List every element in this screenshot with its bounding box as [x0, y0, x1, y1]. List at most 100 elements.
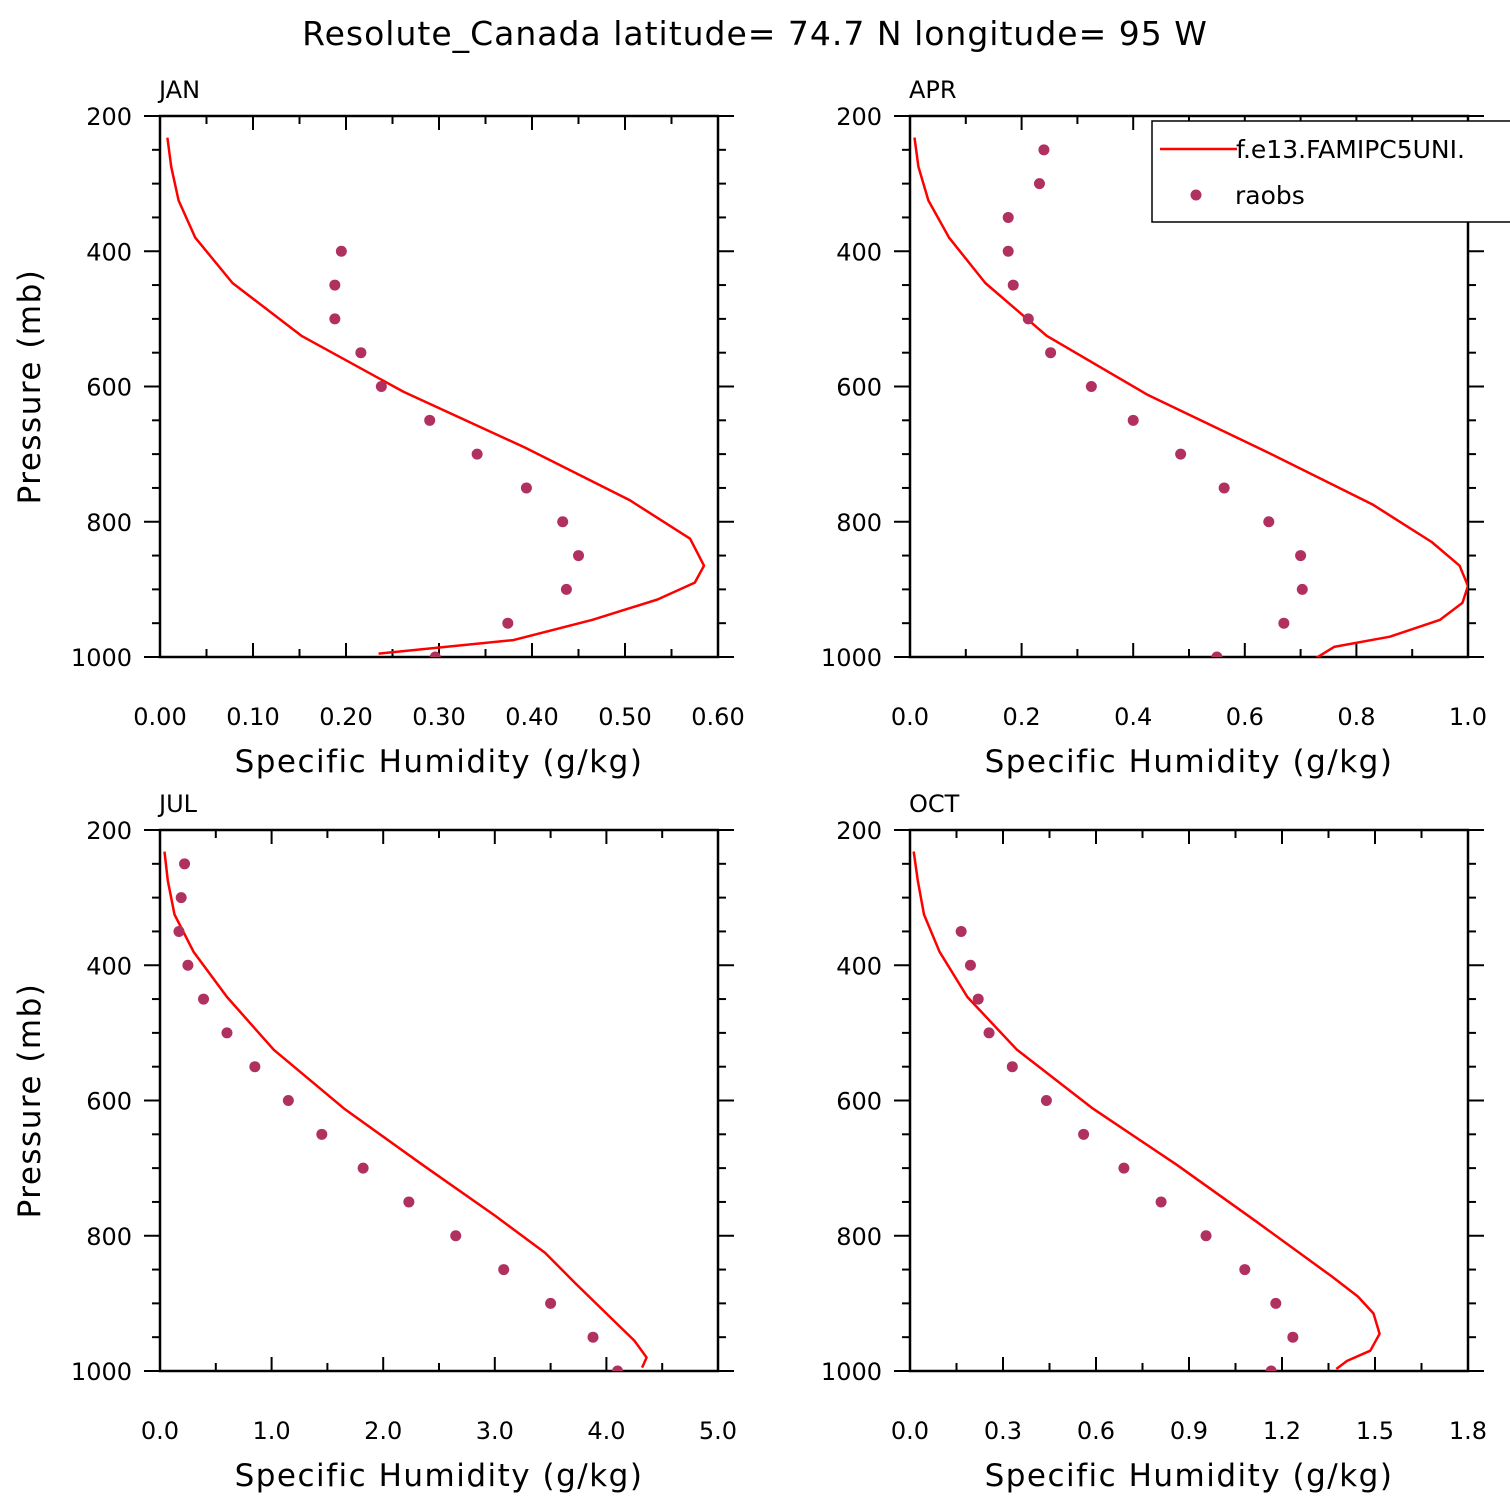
- legend: f.e13.FAMIPC5UNI. raobs: [1151, 120, 1510, 223]
- x-tick-label: 0.60: [691, 703, 744, 731]
- y-tick-label: 600: [836, 1088, 882, 1116]
- y-tick-label: 1000: [821, 1358, 882, 1386]
- raobs-point: [1278, 617, 1290, 629]
- x-tick-label: 1.2: [1263, 1417, 1301, 1445]
- raobs-point: [329, 279, 341, 291]
- x-tick-label: 0.0: [141, 1417, 179, 1445]
- figure-title: Resolute_Canada latitude= 74.7 N longitu…: [302, 14, 1208, 53]
- y-tick-label: 200: [86, 103, 132, 131]
- y-tick-label: 400: [86, 952, 132, 980]
- x-tick-label: 0.00: [133, 703, 186, 731]
- raobs-point: [1263, 516, 1275, 528]
- x-tick-label: 0.6: [1077, 1417, 1115, 1445]
- raobs-point: [520, 482, 532, 494]
- plot-frame: [158, 114, 720, 659]
- y-tick-label: 800: [86, 509, 132, 537]
- legend-box: [1151, 120, 1510, 223]
- raobs-point: [1007, 279, 1019, 291]
- raobs-point: [498, 1264, 510, 1276]
- raobs-point: [1127, 414, 1139, 426]
- raobs-point: [179, 858, 191, 870]
- raobs-point: [612, 1365, 624, 1371]
- y-tick-label: 400: [86, 238, 132, 266]
- x-tick-label: 0.50: [598, 703, 651, 731]
- x-axis-label: Specific Humidity (g/kg): [235, 1458, 644, 1494]
- plot-area: [163, 851, 648, 1371]
- raobs-point: [335, 245, 347, 257]
- raobs-point: [1085, 381, 1097, 392]
- raobs-point: [1175, 448, 1187, 460]
- raobs-point: [1265, 1365, 1277, 1371]
- panel-label: JAN: [157, 76, 200, 104]
- y-tick-label: 800: [836, 1223, 882, 1251]
- x-tick-label: 0.0: [891, 1417, 929, 1445]
- raobs-point: [1078, 1128, 1090, 1140]
- plot-area: [913, 137, 1468, 657]
- y-axis-label: Pressure (mb): [12, 983, 48, 1219]
- raobs-point: [357, 1162, 369, 1174]
- raobs-point: [282, 1095, 294, 1106]
- x-axis-label: Specific Humidity (g/kg): [985, 744, 1394, 780]
- raobs-point: [560, 583, 572, 595]
- x-tick-label: 0.3: [984, 1417, 1022, 1445]
- raobs-point: [1295, 550, 1307, 562]
- raobs-point: [355, 347, 367, 359]
- raobs-point: [573, 550, 584, 562]
- y-tick-label: 200: [836, 103, 882, 131]
- raobs-point: [471, 448, 483, 460]
- raobs-point: [557, 516, 569, 528]
- raobs-point: [502, 617, 514, 629]
- raobs-point: [182, 959, 194, 971]
- x-tick-label: 1.5: [1356, 1417, 1394, 1445]
- model-profile-line: [163, 851, 648, 1369]
- raobs-point: [316, 1128, 328, 1140]
- x-tick-label: 5.0: [699, 1417, 737, 1445]
- y-axis-label: Pressure (mb): [12, 269, 48, 505]
- x-tick-label: 3.0: [476, 1417, 514, 1445]
- plot-frame: [158, 828, 720, 1373]
- y-tick-label: 600: [86, 1088, 132, 1116]
- x-tick-label: 0.40: [505, 703, 558, 731]
- raobs-point: [972, 993, 984, 1005]
- raobs-point: [1211, 651, 1223, 657]
- x-tick-label: 2.0: [364, 1417, 402, 1445]
- model-profile-line: [913, 137, 1468, 657]
- y-tick-label: 600: [836, 374, 882, 402]
- raobs-point: [587, 1331, 599, 1343]
- y-tick-label: 1000: [821, 644, 882, 672]
- raobs-point: [175, 892, 187, 904]
- x-tick-label: 0.10: [226, 703, 279, 731]
- y-tick-label: 1000: [71, 1358, 132, 1386]
- raobs-point: [1040, 1095, 1052, 1106]
- raobs-point: [1045, 347, 1057, 359]
- model-profile-line: [166, 137, 706, 655]
- y-tick-label: 800: [836, 509, 882, 537]
- raobs-point: [375, 381, 387, 392]
- raobs-point: [1296, 583, 1308, 595]
- plot-area: [912, 851, 1381, 1371]
- raobs-point: [249, 1061, 261, 1073]
- raobs-point: [329, 313, 341, 325]
- y-tick-label: 800: [86, 1223, 132, 1251]
- x-tick-label: 0.9: [1170, 1417, 1208, 1445]
- panel-label: JUL: [157, 790, 198, 818]
- plot-frame: [908, 828, 1470, 1373]
- legend-label-raobs: raobs: [1235, 181, 1305, 210]
- panel-label: APR: [909, 76, 957, 104]
- x-tick-label: 0.6: [1226, 703, 1264, 731]
- y-tick-label: 1000: [71, 644, 132, 672]
- raobs-point: [173, 925, 185, 937]
- raobs-point: [1038, 144, 1050, 156]
- plot-area: [166, 137, 706, 657]
- legend-marker-swatch: [1190, 189, 1202, 201]
- y-tick-label: 200: [86, 817, 132, 845]
- raobs-point: [1270, 1297, 1282, 1309]
- x-tick-label: 1.8: [1449, 1417, 1487, 1445]
- x-tick-label: 0.20: [319, 703, 372, 731]
- panels: 0.00 0.10 0.20 0.30 0.40 0.50 0.60 200 400 600 800…: [12, 76, 1487, 1494]
- raobs-point: [429, 651, 441, 657]
- raobs-point: [545, 1297, 557, 1309]
- x-tick-label: 1.0: [253, 1417, 291, 1445]
- panel-label: OCT: [909, 790, 960, 818]
